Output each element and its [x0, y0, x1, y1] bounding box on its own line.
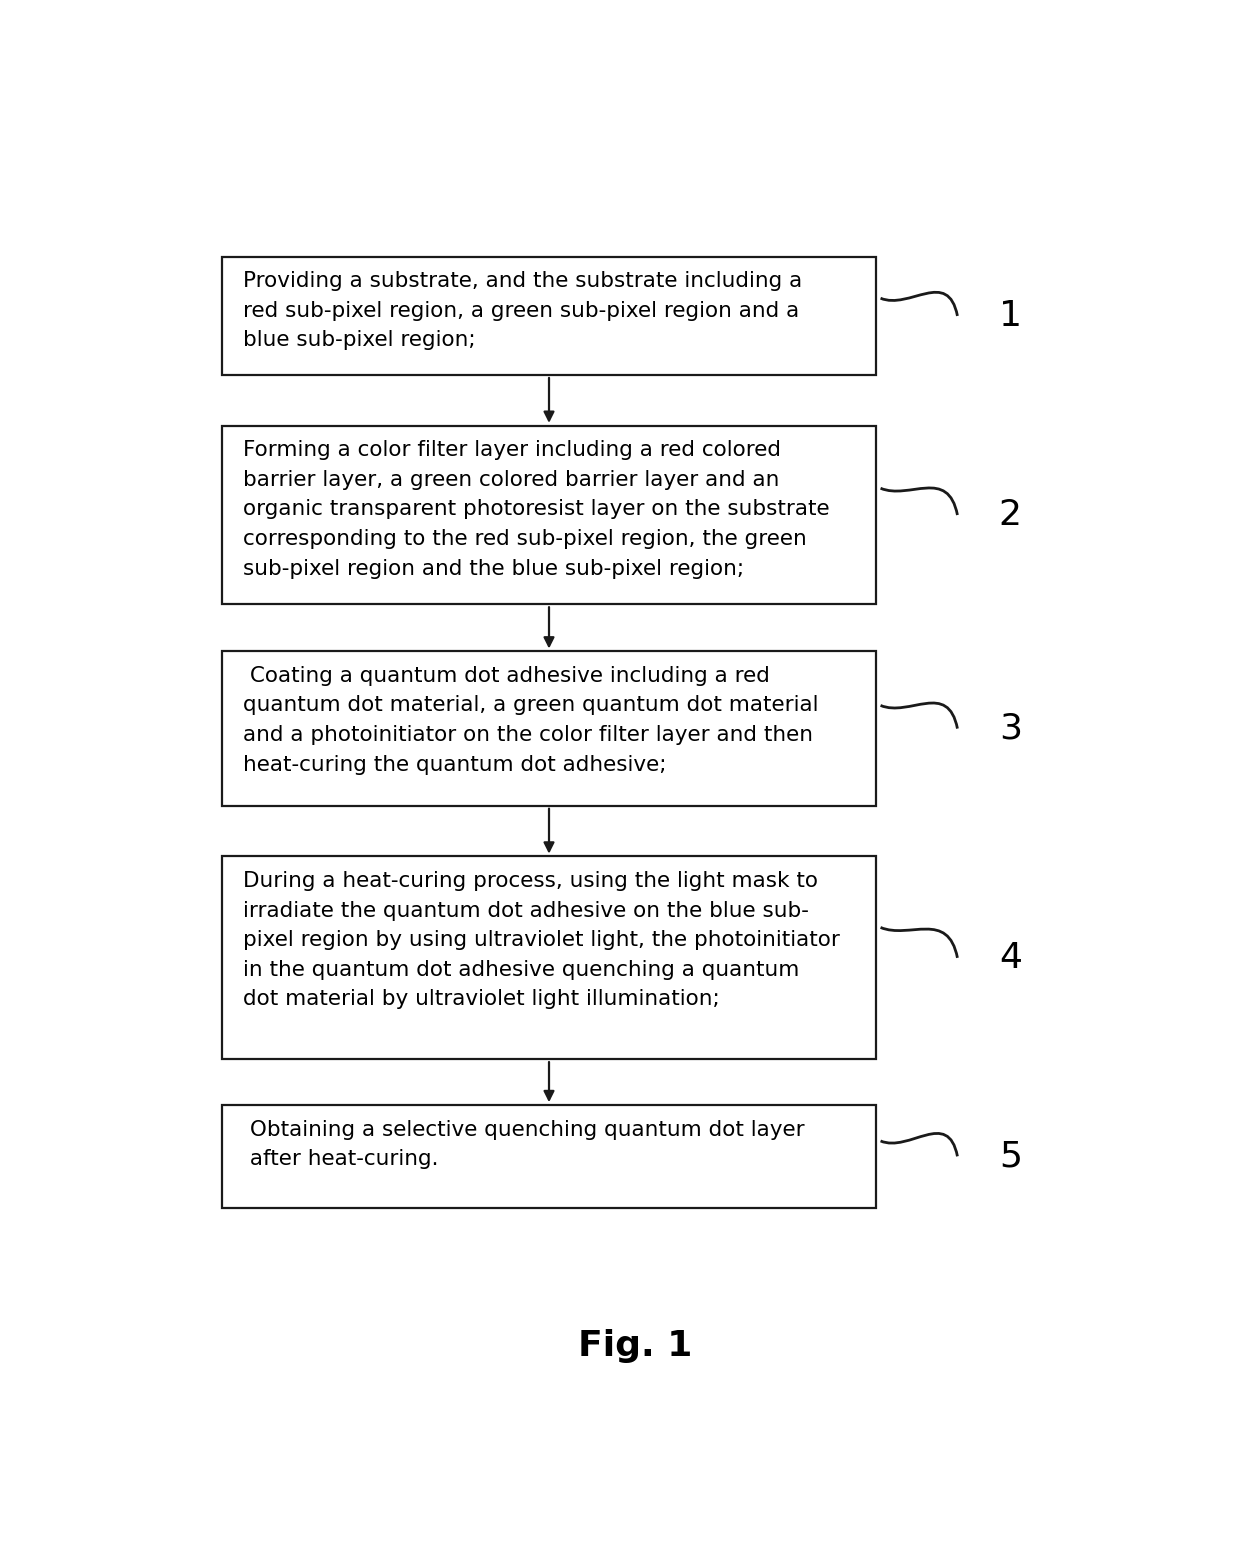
FancyBboxPatch shape	[222, 1105, 875, 1208]
Text: Forming a color filter layer including a red colored
barrier layer, a green colo: Forming a color filter layer including a…	[243, 440, 830, 578]
Text: 5: 5	[998, 1139, 1022, 1174]
Text: 4: 4	[998, 940, 1022, 975]
FancyBboxPatch shape	[222, 426, 875, 605]
Text: Coating a quantum dot adhesive including a red
quantum dot material, a green qua: Coating a quantum dot adhesive including…	[243, 666, 818, 774]
Text: Fig. 1: Fig. 1	[578, 1329, 693, 1363]
Text: During a heat-curing process, using the light mask to
irradiate the quantum dot : During a heat-curing process, using the …	[243, 871, 841, 1009]
Text: 2: 2	[998, 498, 1022, 533]
Text: Obtaining a selective quenching quantum dot layer
 after heat-curing.: Obtaining a selective quenching quantum …	[243, 1119, 805, 1169]
Text: 1: 1	[998, 299, 1022, 332]
FancyBboxPatch shape	[222, 652, 875, 805]
FancyBboxPatch shape	[222, 857, 875, 1059]
Text: 3: 3	[998, 711, 1022, 746]
Text: Providing a substrate, and the substrate including a
red sub-pixel region, a gre: Providing a substrate, and the substrate…	[243, 271, 802, 351]
FancyBboxPatch shape	[222, 257, 875, 375]
